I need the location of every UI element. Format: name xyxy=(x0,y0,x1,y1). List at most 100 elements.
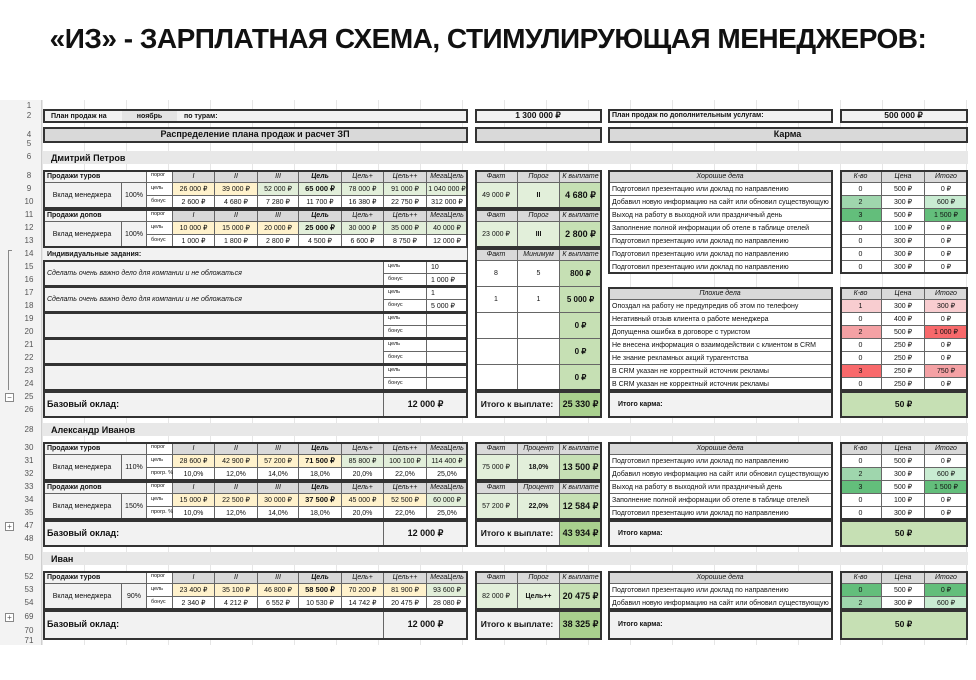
karma-column-header[interactable]: К-во xyxy=(840,170,882,183)
karma-item-total[interactable]: 1 500 ₽ xyxy=(925,209,968,222)
karma-item-qty[interactable]: 0 xyxy=(840,313,882,326)
task-minimum[interactable] xyxy=(518,313,560,339)
target-value[interactable]: 71 500 ₽ xyxy=(299,455,342,468)
table-title[interactable]: Продажи допов xyxy=(43,209,147,222)
row-number[interactable]: 22 xyxy=(24,353,34,362)
target-value[interactable]: 10 000 ₽ xyxy=(173,222,215,235)
karma-item-total[interactable]: 0 ₽ xyxy=(925,507,968,520)
karma-item-text[interactable]: В CRM указан не корректный источник рекл… xyxy=(608,378,833,391)
target-value[interactable]: 46 800 ₽ xyxy=(258,584,299,597)
bonus-value[interactable]: 12,0% xyxy=(215,468,258,481)
fact-header[interactable]: К выплате xyxy=(560,571,602,584)
target-value[interactable]: 23 400 ₽ xyxy=(173,584,215,597)
karma-item-text[interactable]: Добавил новую информацию на сайт или обн… xyxy=(608,597,833,610)
task-bonus-value[interactable] xyxy=(427,378,468,391)
fact-value[interactable]: 82 000 ₽ xyxy=(475,584,518,610)
bonus-value[interactable]: 12,0% xyxy=(215,507,258,520)
level-header[interactable]: Цель++ xyxy=(384,571,427,584)
bonus-value[interactable]: 4 500 ₽ xyxy=(299,235,342,248)
task-payout[interactable]: 0 ₽ xyxy=(560,365,602,391)
threshold-label[interactable]: порог xyxy=(147,442,173,455)
task-description[interactable] xyxy=(43,313,384,339)
base-salary-value[interactable]: 12 000 ₽ xyxy=(384,520,468,547)
fact-header[interactable]: Порог xyxy=(518,571,560,584)
fact-level[interactable]: 18,0% xyxy=(518,455,560,481)
tasks-fact-header[interactable]: К выплате xyxy=(560,248,602,261)
target-value[interactable]: 58 500 ₽ xyxy=(299,584,342,597)
row-number[interactable]: 52 xyxy=(24,572,34,581)
karma-total-label[interactable]: Итого карма: xyxy=(608,391,833,418)
karma-item-qty[interactable]: 0 xyxy=(840,378,882,391)
bonus-value[interactable]: 25,0% xyxy=(427,507,468,520)
row-number[interactable]: 28 xyxy=(24,425,34,434)
karma-item-total[interactable]: 0 ₽ xyxy=(925,261,968,274)
bonus-value[interactable]: 22,0% xyxy=(384,468,427,481)
bonus-value[interactable]: 10 530 ₽ xyxy=(299,597,342,610)
row-number[interactable]: 30 xyxy=(24,443,34,452)
target-value[interactable]: 60 000 ₽ xyxy=(427,494,468,507)
karma-column-header[interactable]: Цена xyxy=(882,287,925,300)
karma-item-total[interactable]: 0 ₽ xyxy=(925,235,968,248)
fact-header[interactable]: К выплате xyxy=(560,481,602,494)
karma-item-text[interactable]: Допущенна ошибка в договоре с туристом xyxy=(608,326,833,339)
task-payout[interactable]: 0 ₽ xyxy=(560,339,602,365)
row-number[interactable]: 1 xyxy=(26,101,32,110)
karma-item-qty[interactable]: 0 xyxy=(840,352,882,365)
level-header[interactable]: III xyxy=(258,481,299,494)
contribution-percent[interactable]: 100% xyxy=(122,222,147,248)
threshold-label[interactable]: порог xyxy=(147,481,173,494)
fact-payout[interactable]: 2 800 ₽ xyxy=(560,222,602,248)
contribution-label[interactable]: Вклад менеджера xyxy=(43,455,122,481)
bonus-value[interactable]: 20 475 ₽ xyxy=(384,597,427,610)
karma-item-price[interactable]: 100 ₽ xyxy=(882,494,925,507)
karma-item-total[interactable]: 1 000 ₽ xyxy=(925,326,968,339)
threshold-label[interactable]: порог xyxy=(147,170,173,183)
bonus-value[interactable]: 18,0% xyxy=(299,468,342,481)
bonus-value[interactable]: 6 600 ₽ xyxy=(342,235,384,248)
level-header[interactable]: II xyxy=(215,442,258,455)
bonus-value[interactable]: 14,0% xyxy=(258,507,299,520)
plan-month-select[interactable]: ноябрь xyxy=(122,110,177,122)
karma-item-qty[interactable]: 1 xyxy=(840,300,882,313)
level-header[interactable]: I xyxy=(173,170,215,183)
karma-item-qty[interactable]: 0 xyxy=(840,248,882,261)
karma-item-price[interactable]: 250 ₽ xyxy=(882,339,925,352)
karma-item-qty[interactable]: 2 xyxy=(840,326,882,339)
second-label[interactable]: бонус xyxy=(147,235,173,248)
row-number[interactable]: 13 xyxy=(24,236,34,245)
contribution-percent[interactable]: 150% xyxy=(122,494,147,520)
task-fact[interactable]: 8 xyxy=(475,261,518,287)
contribution-label[interactable]: Вклад менеджера xyxy=(43,222,122,248)
target-label[interactable]: цель xyxy=(147,222,173,235)
total-payout-label[interactable]: Итого к выплате: xyxy=(475,520,560,547)
karma-item-price[interactable]: 300 ₽ xyxy=(882,468,925,481)
level-header[interactable]: Цель xyxy=(299,481,342,494)
target-value[interactable]: 78 000 ₽ xyxy=(342,183,384,196)
level-header[interactable]: МегаЦель xyxy=(427,209,468,222)
bonus-value[interactable]: 10,0% xyxy=(173,507,215,520)
bonus-value[interactable]: 4 680 ₽ xyxy=(215,196,258,209)
fact-header[interactable]: Порог xyxy=(518,170,560,183)
karma-item-price[interactable]: 400 ₽ xyxy=(882,313,925,326)
fact-value[interactable]: 75 000 ₽ xyxy=(475,455,518,481)
target-label[interactable]: цель xyxy=(147,183,173,196)
bonus-value[interactable]: 20,0% xyxy=(342,468,384,481)
row-number[interactable]: 21 xyxy=(24,340,34,349)
base-salary-label[interactable]: Базовый оклад: xyxy=(43,391,384,418)
karma-item-total[interactable]: 0 ₽ xyxy=(925,455,968,468)
level-header[interactable]: Цель++ xyxy=(384,209,427,222)
base-salary-value[interactable]: 12 000 ₽ xyxy=(384,391,468,418)
fact-header[interactable]: Порог xyxy=(518,209,560,222)
target-value[interactable]: 45 000 ₽ xyxy=(342,494,384,507)
karma-item-price[interactable]: 300 ₽ xyxy=(882,300,925,313)
karma-section-header[interactable]: Хорошие дела xyxy=(608,442,833,455)
task-bonus-label[interactable]: бонус xyxy=(384,352,427,365)
row-number[interactable]: 50 xyxy=(24,553,34,562)
distribution-header[interactable]: Распределение плана продаж и расчет ЗП xyxy=(43,127,468,143)
karma-item-qty[interactable]: 2 xyxy=(840,597,882,610)
karma-item-price[interactable]: 250 ₽ xyxy=(882,365,925,378)
bonus-value[interactable]: 2 800 ₽ xyxy=(258,235,299,248)
level-header[interactable]: Цель++ xyxy=(384,442,427,455)
target-value[interactable]: 91 000 ₽ xyxy=(384,183,427,196)
tasks-title[interactable]: Индивидуальные задания: xyxy=(43,248,468,261)
